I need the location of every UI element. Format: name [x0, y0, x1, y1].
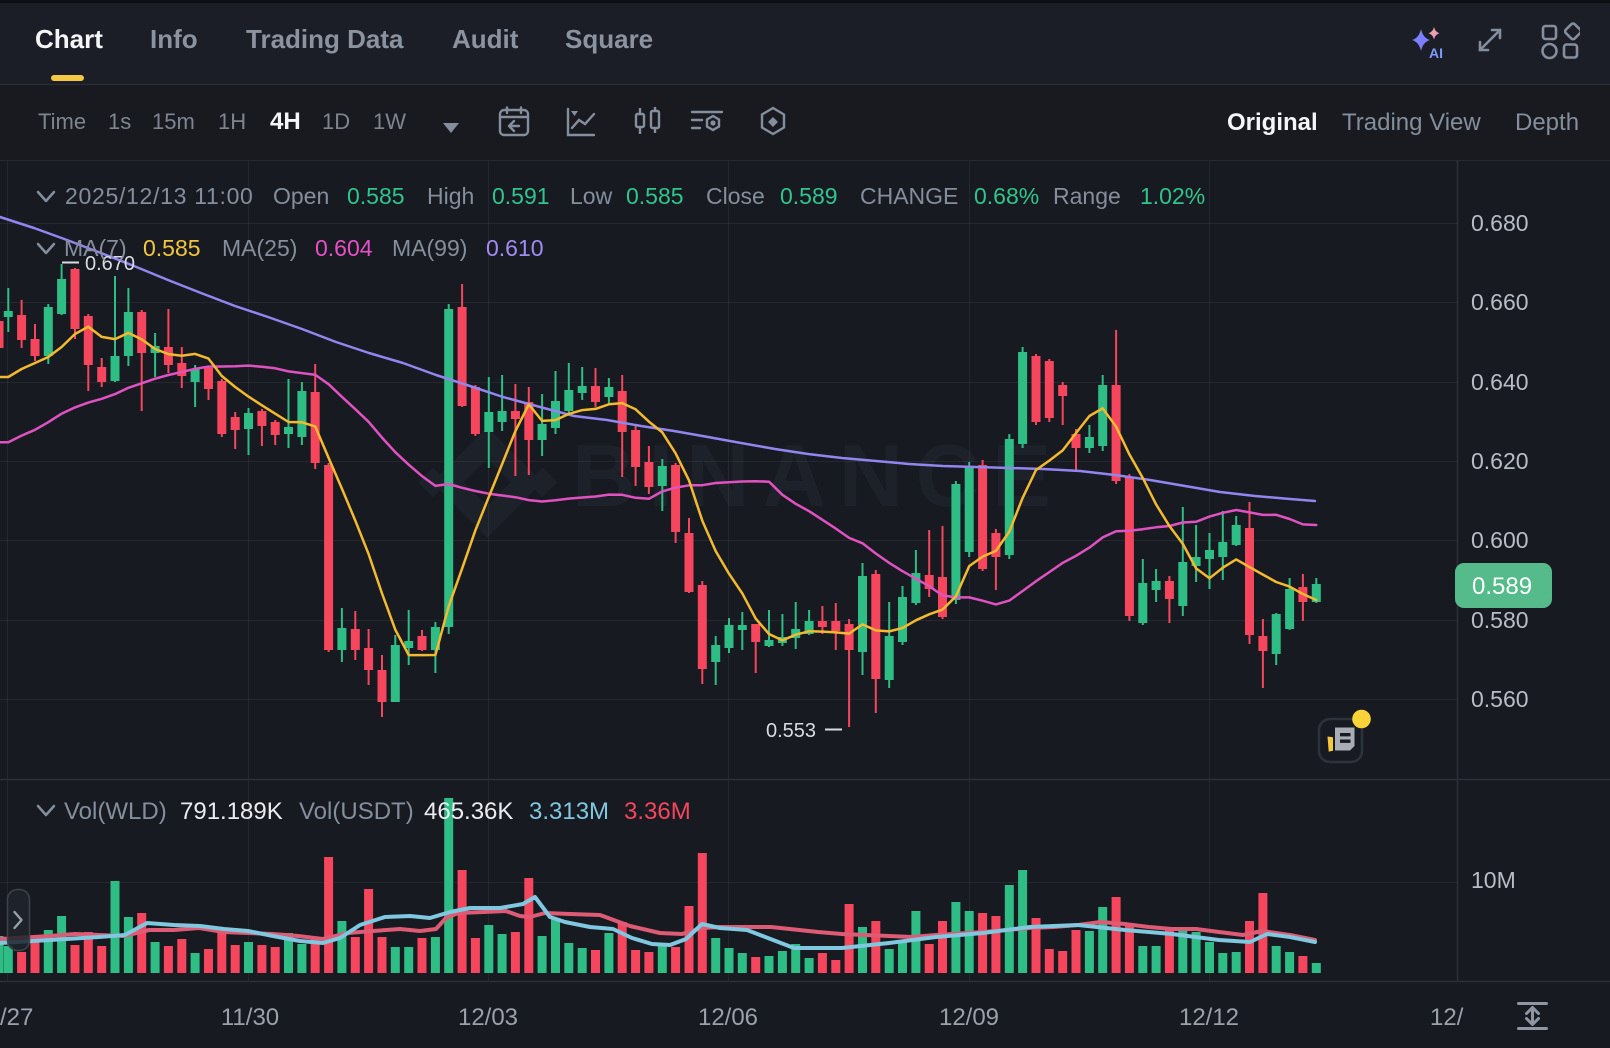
- svg-text:High: High: [427, 183, 474, 209]
- svg-text:0.68%: 0.68%: [974, 183, 1039, 209]
- svg-text:0.640: 0.640: [1471, 369, 1529, 395]
- svg-text:0.589: 0.589: [1472, 573, 1532, 600]
- svg-text:0.580: 0.580: [1471, 607, 1529, 633]
- svg-text:0.620: 0.620: [1471, 448, 1529, 474]
- svg-text:0.610: 0.610: [486, 235, 544, 261]
- svg-text:1.02%: 1.02%: [1140, 183, 1205, 209]
- svg-text:Low: Low: [570, 183, 613, 209]
- svg-text:12/: 12/: [1430, 1004, 1464, 1031]
- svg-text:0.585: 0.585: [626, 183, 684, 209]
- svg-text:0.600: 0.600: [1471, 527, 1529, 553]
- svg-text:11/30: 11/30: [221, 1004, 279, 1031]
- svg-text:0.680: 0.680: [1471, 210, 1529, 236]
- svg-text:MA(7): MA(7): [64, 235, 127, 261]
- svg-text:3.313M: 3.313M: [529, 798, 609, 825]
- svg-text:Vol(WLD): Vol(WLD): [64, 798, 167, 825]
- svg-text:10M: 10M: [1471, 867, 1516, 893]
- svg-text:0.553: 0.553: [766, 720, 816, 742]
- svg-text:0.585: 0.585: [143, 235, 201, 261]
- svg-text:3.36M: 3.36M: [624, 798, 691, 825]
- svg-text:2025/12/13 11:00: 2025/12/13 11:00: [65, 183, 254, 209]
- svg-text:12/12: 12/12: [1179, 1004, 1239, 1031]
- svg-text:MA(25): MA(25): [222, 235, 297, 261]
- svg-text:AI: AI: [1429, 45, 1443, 61]
- svg-text:0.560: 0.560: [1471, 686, 1529, 712]
- svg-text:791.189K: 791.189K: [180, 798, 283, 825]
- svg-text:0.670: 0.670: [85, 253, 135, 275]
- svg-text:465.36K: 465.36K: [424, 798, 513, 825]
- svg-text:Vol(USDT): Vol(USDT): [299, 798, 414, 825]
- svg-text:Range: Range: [1053, 183, 1121, 209]
- svg-text:0.604: 0.604: [315, 235, 373, 261]
- svg-text:0.660: 0.660: [1471, 289, 1529, 315]
- svg-text:Open: Open: [273, 183, 329, 209]
- svg-text:12/03: 12/03: [458, 1004, 518, 1031]
- svg-text:CHANGE: CHANGE: [860, 183, 958, 209]
- svg-text:0.589: 0.589: [780, 183, 838, 209]
- svg-text:MA(99): MA(99): [392, 235, 467, 261]
- svg-text:12/06: 12/06: [698, 1004, 758, 1031]
- svg-text:12/09: 12/09: [939, 1004, 999, 1031]
- svg-text:0.591: 0.591: [492, 183, 550, 209]
- svg-text:0.585: 0.585: [347, 183, 405, 209]
- svg-text:Close: Close: [706, 183, 765, 209]
- svg-text:/27: /27: [0, 1004, 33, 1031]
